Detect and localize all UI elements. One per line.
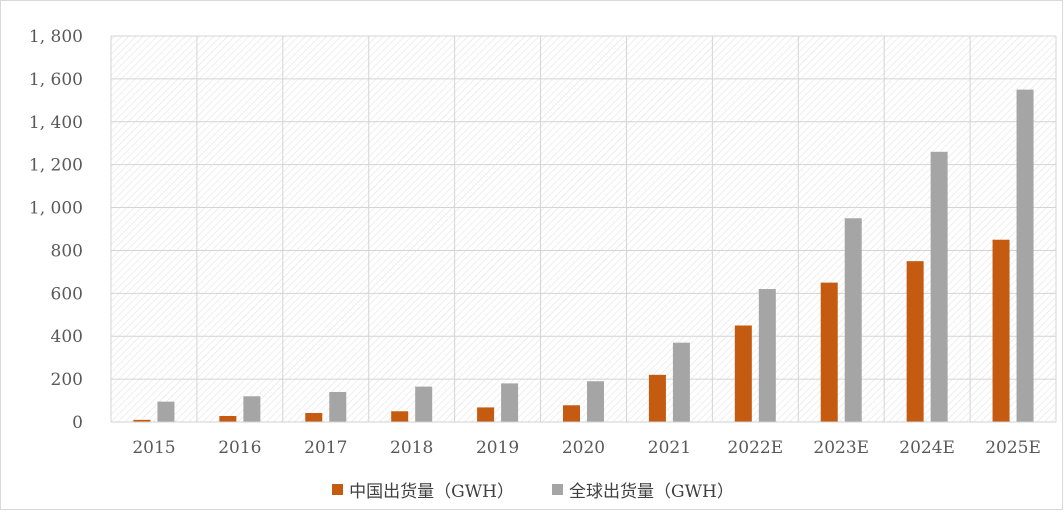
x-axis-tick-labels: 2015 2016 2017 2018 2019 2020 2021 2022E 2023E 20…: [132, 438, 1041, 458]
china-bar-2020: [563, 405, 580, 422]
x-tick-label: 2025E: [985, 438, 1041, 458]
legend-swatch-global: [552, 484, 563, 495]
plot-area: [111, 36, 1056, 422]
legend-label-china: 中国出货量（GWH）: [349, 482, 514, 502]
x-tick-label: 2022E: [727, 438, 783, 458]
y-tick-label: 600: [51, 284, 83, 304]
y-tick-label: 1, 800: [29, 27, 83, 47]
china-bar-2023E: [820, 282, 838, 422]
x-tick-label: 2023E: [813, 438, 869, 458]
global-bar-2015: [157, 401, 175, 422]
legend: 中国出货量（GWH） 全球出货量（GWH）: [1, 477, 1064, 502]
bars: [133, 89, 1034, 423]
y-tick-label: 1, 000: [29, 199, 83, 219]
x-tick-label: 2019: [476, 438, 519, 458]
gridlines: [110, 35, 1057, 422]
y-axis-tick-labels: 0 200 400 600 800 1, 000 1, 200 1, 400 1, 600 1, …: [29, 27, 83, 433]
global-bar-2019: [501, 383, 519, 422]
global-bar-2025E: [1016, 89, 1034, 422]
china-bar-2021: [648, 374, 666, 422]
y-tick-label: 200: [51, 370, 83, 390]
y-tick-label: 400: [51, 327, 83, 347]
x-tick-label: 2018: [390, 438, 433, 458]
x-tick-label: 2017: [304, 438, 347, 458]
y-tick-label: 800: [51, 241, 83, 261]
global-bar-2018: [415, 386, 433, 422]
global-bar-2022E: [758, 289, 776, 422]
x-tick-label: 2021: [648, 438, 691, 458]
x-tick-label: 2020: [562, 438, 605, 458]
y-tick-label: 1, 200: [29, 156, 83, 176]
global-bar-2024E: [930, 151, 948, 423]
legend-swatch-china: [332, 484, 344, 495]
y-tick-label: 0: [72, 413, 83, 433]
china-bar-2022E: [734, 325, 752, 422]
china-bar-2025E: [992, 239, 1010, 422]
china-bar-2018: [391, 411, 409, 422]
x-tick-label: 2015: [132, 438, 175, 458]
y-tick-label: 1, 400: [29, 113, 83, 133]
global-bar-2016: [243, 396, 261, 422]
y-tick-label: 1, 600: [29, 70, 83, 90]
global-bar-2017: [329, 391, 347, 422]
china-bar-2019: [477, 407, 495, 422]
legend-label-global: 全球出货量（GWH）: [569, 482, 734, 502]
china-bar-2016: [219, 415, 237, 422]
legend-item-global: 全球出货量（GWH）: [552, 477, 734, 502]
x-tick-label: 2016: [218, 438, 261, 458]
x-tick-label: 2024E: [899, 438, 955, 458]
china-bar-2015: [133, 419, 151, 422]
china-bar-2024E: [906, 261, 924, 422]
global-bar-2023E: [844, 218, 862, 422]
global-bar-2021: [672, 342, 690, 422]
china-bar-2017: [305, 412, 323, 422]
global-bar-2020: [587, 381, 604, 422]
legend-item-china: 中国出货量（GWH）: [332, 477, 514, 502]
